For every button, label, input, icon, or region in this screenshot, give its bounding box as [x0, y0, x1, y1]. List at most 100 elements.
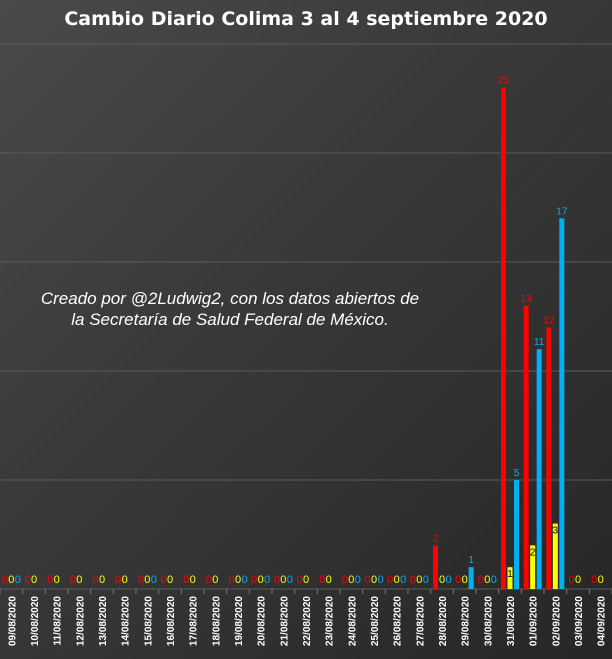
- x-tick-label: 15/08/2020: [143, 596, 154, 646]
- data-label: 0: [228, 574, 234, 586]
- data-label: 0: [54, 574, 60, 586]
- x-tick-label: 29/08/2020: [461, 596, 472, 646]
- chart-title: Cambio Diario Colima 3 al 4 septiembre 2…: [64, 8, 548, 30]
- bar: [536, 349, 542, 589]
- x-tick-label: 09/08/2020: [7, 596, 18, 646]
- data-label: 0: [348, 574, 354, 586]
- x-tick-labels: 09/08/2020 10/08/2020 11/08/2020 12/08/2020…: [7, 596, 607, 646]
- data-label: 0: [484, 574, 490, 586]
- data-label: 0: [70, 574, 76, 586]
- x-tick-label: 20/08/2020: [257, 596, 268, 646]
- data-label: 0: [455, 574, 461, 586]
- data-label: 0: [206, 574, 212, 586]
- x-tick-label: 26/08/2020: [393, 596, 404, 646]
- data-label: 0: [167, 574, 173, 586]
- x-tick-label: 24/08/2020: [347, 596, 358, 646]
- x-tick-label: 13/08/2020: [98, 596, 109, 646]
- chart-annotation: Creado por @2Ludwig2, con los datos abie…: [40, 289, 420, 329]
- data-label: 0: [326, 574, 332, 586]
- data-label: 0: [115, 574, 121, 586]
- x-tick-label: 01/09/2020: [529, 596, 540, 646]
- data-label: 0: [47, 574, 53, 586]
- data-label: 0: [319, 574, 325, 586]
- x-tick-label: 30/08/2020: [483, 596, 494, 646]
- data-label: 0: [15, 574, 21, 586]
- data-label: 0: [416, 574, 422, 586]
- data-label: 17: [556, 206, 568, 217]
- bar: [468, 567, 474, 589]
- data-label: 12: [543, 315, 555, 326]
- data-label: 0: [144, 574, 150, 586]
- data-label: 0: [575, 574, 581, 586]
- data-label: 0: [568, 574, 574, 586]
- x-tick-label: 19/08/2020: [234, 596, 245, 646]
- data-label: 0: [598, 574, 604, 586]
- data-label: 0: [287, 574, 293, 586]
- data-label: 0: [122, 574, 128, 586]
- data-label: 0: [241, 574, 247, 586]
- data-label: 0: [439, 574, 445, 586]
- data-label: 0: [190, 574, 196, 586]
- data-label: 0: [491, 574, 497, 586]
- data-label: 0: [355, 574, 361, 586]
- data-label: 23: [498, 76, 510, 87]
- data-label: 0: [138, 574, 144, 586]
- x-tick-label: 21/08/2020: [279, 596, 290, 646]
- data-label: 3: [553, 526, 559, 537]
- data-label: 0: [2, 574, 8, 586]
- x-tick-label: 03/09/2020: [574, 596, 585, 646]
- bar: [433, 545, 438, 589]
- data-label: 0: [8, 574, 14, 586]
- bars: [433, 87, 565, 589]
- data-label: 0: [423, 574, 429, 586]
- data-label: 0: [274, 574, 280, 586]
- bar: [507, 567, 513, 589]
- data-label: 1: [507, 569, 513, 580]
- x-tick-label: 27/08/2020: [415, 596, 426, 646]
- data-label: 0: [303, 574, 309, 586]
- data-label: 0: [235, 574, 241, 586]
- x-tick-label: 10/08/2020: [30, 596, 41, 646]
- data-label: 0: [591, 574, 597, 586]
- data-label: 0: [76, 574, 82, 586]
- data-label: 0: [92, 574, 98, 586]
- data-label: 0: [264, 574, 270, 586]
- data-label: 0: [31, 574, 37, 586]
- x-tick-label: 31/08/2020: [506, 596, 517, 646]
- data-label: 11: [534, 337, 545, 348]
- x-tick-label: 25/08/2020: [370, 596, 381, 646]
- x-tick-label: 14/08/2020: [121, 596, 132, 646]
- data-label: 0: [478, 574, 484, 586]
- data-label: 13: [521, 294, 533, 305]
- bar: [514, 480, 519, 589]
- data-label: 0: [394, 574, 400, 586]
- data-label: 0: [160, 574, 166, 586]
- bar: [552, 523, 558, 589]
- bar: [530, 545, 536, 589]
- data-label: 2: [530, 547, 536, 558]
- data-label: 0: [462, 574, 468, 586]
- data-label: 0: [377, 574, 383, 586]
- data-label: 0: [387, 574, 393, 586]
- x-tick-label: 04/09/2020: [597, 596, 608, 646]
- data-label: 0: [445, 574, 451, 586]
- data-label: 0: [371, 574, 377, 586]
- data-label: 5: [514, 468, 520, 479]
- data-label: 0: [251, 574, 257, 586]
- x-tick-label: 22/08/2020: [302, 596, 313, 646]
- x-tick-label: 16/08/2020: [166, 596, 177, 646]
- data-label: 0: [258, 574, 264, 586]
- bar: [546, 327, 552, 589]
- x-tick-label: 02/09/2020: [551, 596, 562, 646]
- data-label: 0: [151, 574, 157, 586]
- data-label: 0: [400, 574, 406, 586]
- data-label: 0: [24, 574, 30, 586]
- data-label: 0: [342, 574, 348, 586]
- x-tick-label: 28/08/2020: [438, 596, 449, 646]
- data-label: 0: [99, 574, 105, 586]
- x-tick-label: 11/08/2020: [53, 596, 64, 646]
- data-label: 0: [364, 574, 370, 586]
- bar: [523, 305, 529, 589]
